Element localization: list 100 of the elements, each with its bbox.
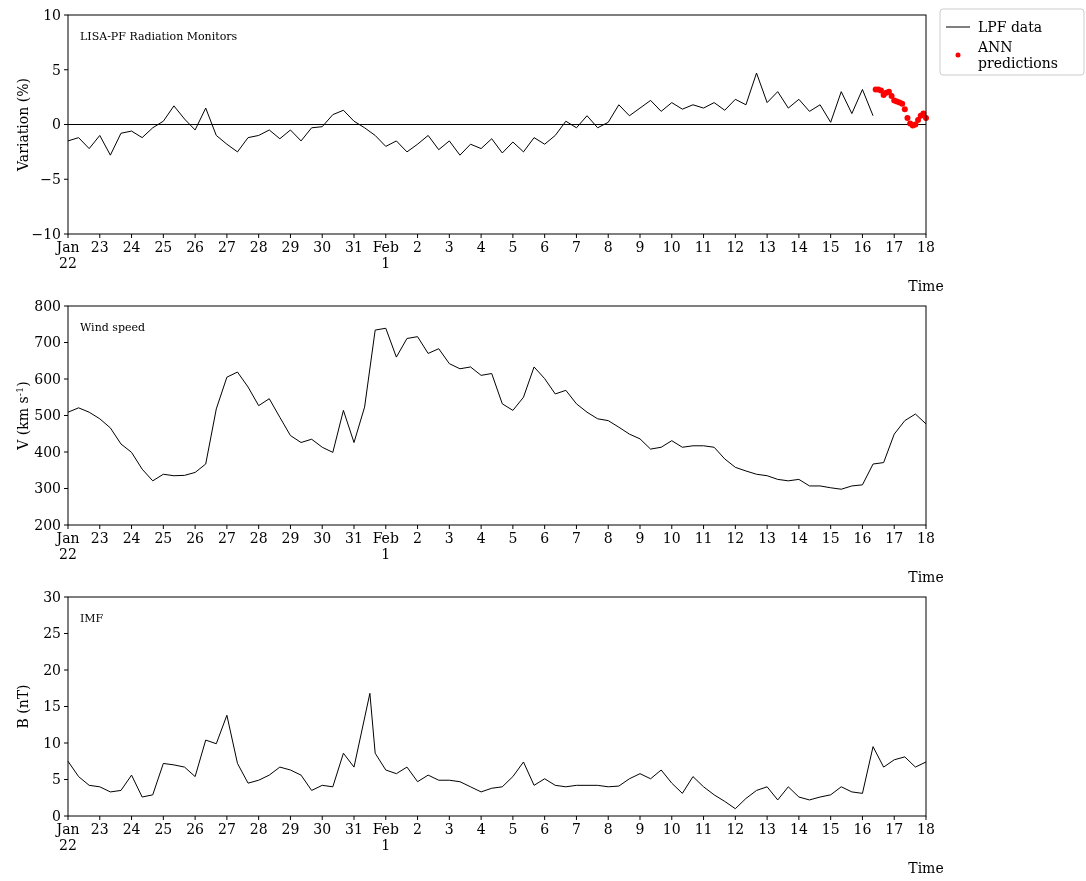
legend-label: LPF data — [978, 18, 1043, 35]
x-tick-label: 12 — [726, 239, 745, 255]
x-tick-label: 18 — [917, 239, 935, 255]
x-tick-label: 30 — [313, 239, 332, 255]
x-axis-title: Time — [908, 860, 944, 876]
x-tick-label: 16 — [853, 821, 872, 837]
x-tick-label: 25 — [154, 821, 173, 837]
x-tick-label: 24 — [122, 821, 141, 837]
y-tick-label: 200 — [34, 516, 61, 533]
y-tick-label: 10 — [43, 734, 61, 751]
x-tick-label: 2 — [413, 530, 423, 546]
x-tick-label: 3 — [444, 821, 454, 837]
x-tick-label: 14 — [789, 821, 808, 837]
x-tick-label: 28 — [249, 239, 268, 255]
y-tick-label: −10 — [31, 225, 61, 242]
x-tick-label: 10 — [662, 239, 681, 255]
y-tick-label: 700 — [34, 334, 61, 351]
y-tick-label: 800 — [34, 297, 61, 314]
x-tick-label: 3 — [444, 239, 454, 255]
x-tick-label: 17 — [885, 530, 904, 546]
x-tick-label: 28 — [249, 530, 268, 546]
x-tick-label: 24 — [122, 239, 141, 255]
x-tick-label: 30 — [313, 530, 332, 546]
x-axis-title: Time — [908, 278, 944, 294]
y-tick-label: 30 — [43, 588, 61, 605]
x-tick-label: 13 — [758, 239, 777, 255]
x-tick-label: Feb 1 — [372, 239, 399, 271]
x-tick-label: 8 — [603, 821, 613, 837]
x-tick-label: 18 — [917, 530, 935, 546]
y-tick-label: 25 — [43, 625, 61, 642]
x-tick-label: 11 — [694, 530, 713, 546]
y-tick-label: 15 — [43, 698, 61, 715]
x-tick-label: 4 — [476, 239, 486, 255]
x-tick-label: 5 — [508, 530, 518, 546]
x-tick-label: 24 — [122, 530, 141, 546]
x-tick-label: 7 — [571, 821, 581, 837]
x-tick-label: 23 — [90, 821, 109, 837]
x-tick-label: 10 — [662, 530, 681, 546]
x-tick-label: 26 — [186, 821, 205, 837]
x-tick-label: 13 — [758, 821, 777, 837]
x-tick-label: 26 — [186, 530, 205, 546]
x-tick-label: 2 — [413, 821, 423, 837]
x-tick-label: 27 — [217, 239, 236, 255]
annotation: Wind speed — [80, 321, 146, 334]
y-tick-label: 500 — [34, 407, 61, 424]
x-tick-label: 12 — [726, 821, 745, 837]
x-tick-label: 23 — [90, 239, 109, 255]
x-tick-label: 15 — [821, 530, 840, 546]
x-tick-label: 6 — [540, 530, 550, 546]
x-tick-label: 31 — [345, 821, 363, 837]
x-tick-label: 5 — [508, 239, 518, 255]
x-tick-label: 18 — [917, 821, 935, 837]
annotation: LISA-PF Radiation Monitors — [80, 30, 238, 43]
x-tick-label: 3 — [444, 530, 454, 546]
x-tick-label: 2 — [413, 239, 423, 255]
y-axis-title: B (nT) — [15, 684, 31, 729]
x-tick-label: 25 — [154, 239, 173, 255]
y-tick-label: 5 — [52, 771, 61, 788]
x-tick-label: Jan 22 — [54, 821, 80, 853]
y-axis-title: Variation (%) — [15, 78, 31, 172]
x-tick-label: 28 — [249, 821, 268, 837]
x-tick-label: 9 — [635, 239, 645, 255]
x-tick-label: 16 — [853, 530, 872, 546]
annotation: IMF — [80, 612, 104, 625]
x-tick-label: 6 — [540, 821, 550, 837]
x-tick-label: 7 — [571, 239, 581, 255]
x-tick-label: Jan 22 — [54, 239, 80, 271]
x-tick-label: Feb 1 — [372, 530, 399, 562]
x-tick-label: 26 — [186, 239, 205, 255]
x-tick-label: 8 — [603, 530, 613, 546]
x-tick-label: 27 — [217, 530, 236, 546]
x-axis-title: Time — [908, 569, 944, 585]
x-tick-label: Feb 1 — [372, 821, 399, 853]
x-tick-label: 10 — [662, 821, 681, 837]
x-tick-label: 29 — [281, 821, 300, 837]
x-tick-label: 4 — [476, 530, 486, 546]
x-tick-label: 15 — [821, 821, 840, 837]
x-tick-label: 31 — [345, 530, 363, 546]
x-tick-label: 23 — [90, 530, 109, 546]
x-tick-label: 15 — [821, 239, 840, 255]
x-tick-label: 31 — [345, 239, 363, 255]
x-tick-label: 11 — [694, 239, 713, 255]
x-tick-label: 17 — [885, 239, 904, 255]
x-tick-label: 8 — [603, 239, 613, 255]
y-tick-label: 300 — [34, 480, 61, 497]
x-tick-label: 4 — [476, 821, 486, 837]
x-tick-label: 13 — [758, 530, 777, 546]
y-tick-label: 10 — [43, 6, 61, 23]
y-tick-label: 5 — [52, 61, 61, 78]
y-tick-label: −5 — [40, 171, 61, 188]
x-tick-label: 9 — [635, 821, 645, 837]
y-tick-label: 20 — [43, 661, 61, 678]
x-tick-label: 11 — [694, 821, 713, 837]
text: ANN predictions — [977, 38, 1058, 71]
y-tick-label: 600 — [34, 370, 61, 387]
x-tick-label: 30 — [313, 821, 332, 837]
x-tick-label: 7 — [571, 530, 581, 546]
y-tick-label: 0 — [52, 116, 61, 133]
y-tick-label: 400 — [34, 443, 61, 460]
x-tick-label: 16 — [853, 239, 872, 255]
